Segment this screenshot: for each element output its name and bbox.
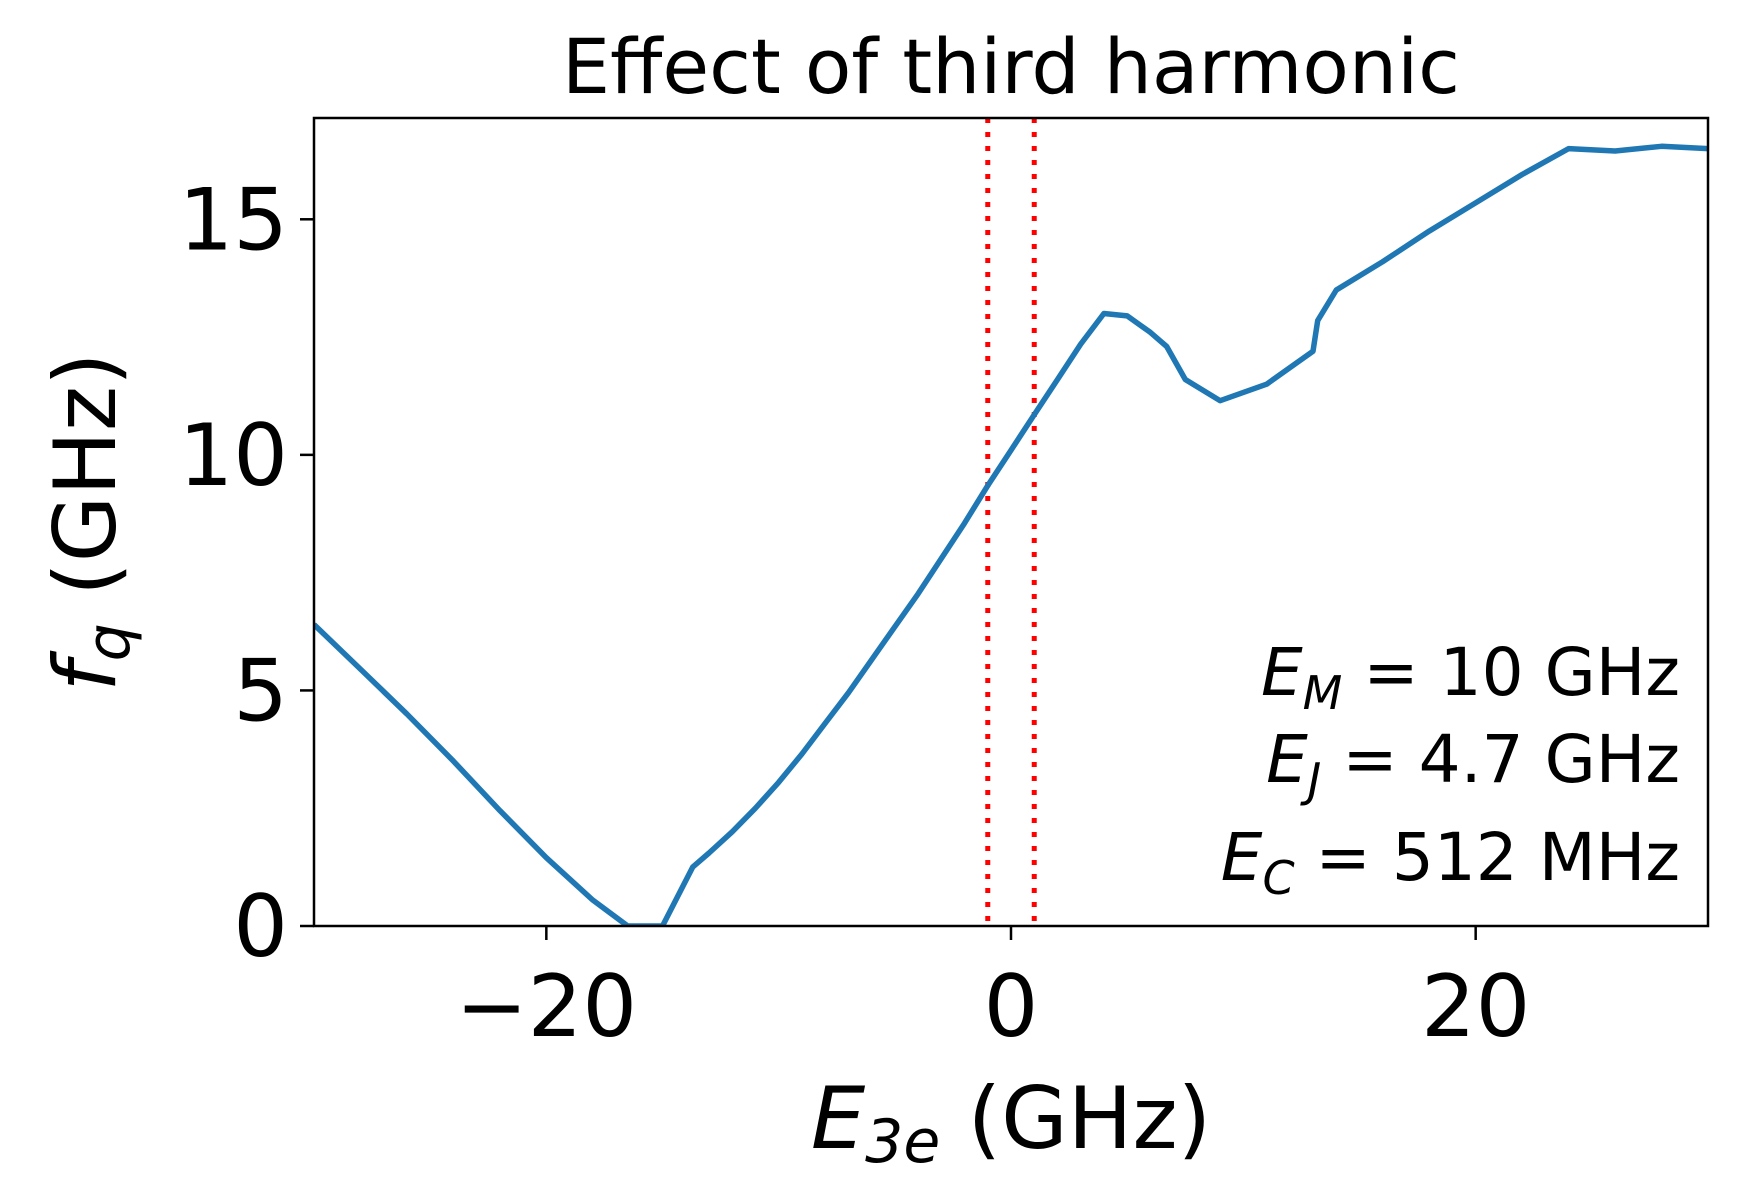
axes-frame <box>312 116 1710 928</box>
x-axis-label-symbol: E <box>811 1069 866 1169</box>
y-tick-label-4: 15 <box>179 170 288 270</box>
series-line-1 <box>314 143 1708 926</box>
y-axis-label: fq (GHz) <box>36 352 144 691</box>
x-tick-label-1: −20 <box>456 957 638 1057</box>
y-tick-label-3: 10 <box>179 406 288 506</box>
annotation-j: EJ = 4.7 GHz <box>1266 721 1680 807</box>
axis-ticks: −20 0 20 0 5 10 15 <box>179 170 1531 1057</box>
x-tick-label-2: 0 <box>984 957 1039 1057</box>
x-tick-label-3: 20 <box>1421 957 1530 1057</box>
chart-title: Effect of third harmonic <box>562 22 1460 111</box>
x-axis-label-unit: (GHz) <box>940 1069 1211 1169</box>
annotation-c: EC = 512 MHz <box>1221 819 1680 905</box>
x-axis-label-subscript: 3e <box>865 1107 940 1177</box>
y-axis-label-unit: (GHz) <box>36 352 136 623</box>
y-tick-label-1: 0 <box>233 877 288 977</box>
y-tick-label-2: 5 <box>233 641 288 741</box>
x-axis-label: E3e (GHz) <box>811 1069 1211 1177</box>
y-axis-label-subscript: q <box>74 623 144 661</box>
plot-area <box>314 118 1708 926</box>
annotation-m: EM = 10 GHz <box>1261 634 1680 720</box>
